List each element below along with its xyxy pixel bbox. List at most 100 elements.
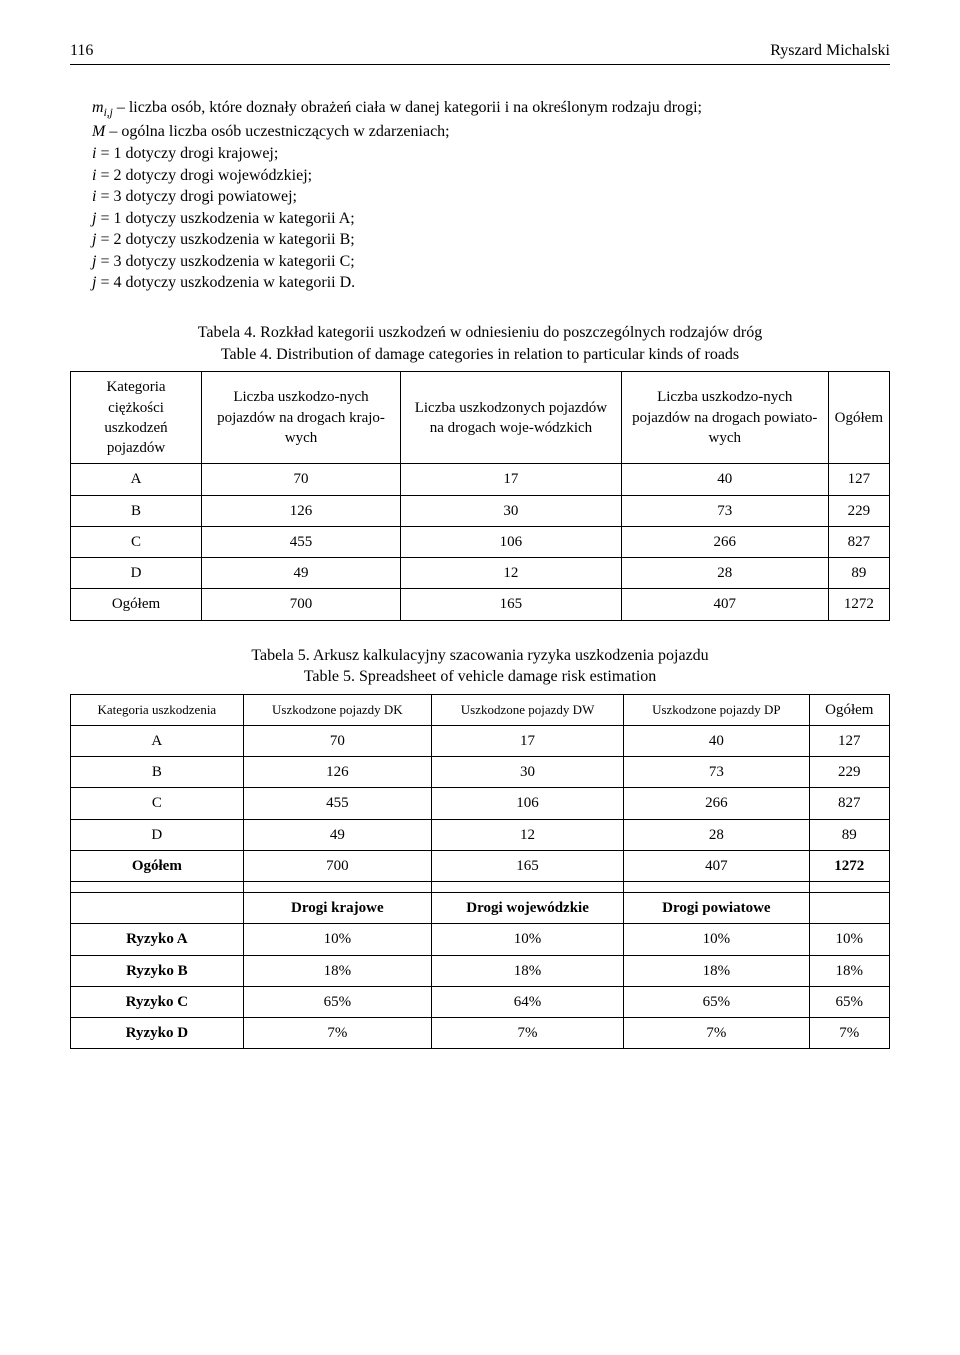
table-cell: 89 [809,819,889,850]
table-cell: A [71,464,202,495]
table-cell: 126 [202,495,401,526]
table-cell: Ogółem [71,589,202,620]
table-cell: 18% [432,955,624,986]
table-cell: 407 [621,589,828,620]
table-cell: 73 [624,757,809,788]
table-cell: 455 [202,526,401,557]
table-cell: 18% [243,955,431,986]
table-cell: 127 [809,725,889,756]
table5-h0: Kategoria uszkodzenia [71,694,244,725]
table-row: Drogi krajoweDrogi wojewódzkieDrogi powi… [71,893,890,924]
page-number: 116 [70,40,93,62]
table-cell: 12 [400,558,621,589]
table-cell: 266 [621,526,828,557]
table-cell: 28 [624,819,809,850]
table-cell: 17 [432,725,624,756]
table-cell [243,882,431,893]
table-row: A701740127 [71,725,890,756]
table-cell: 89 [828,558,889,589]
table-cell: 40 [624,725,809,756]
table-row: Ryzyko C65%64%65%65% [71,986,890,1017]
table-cell: Ryzyko D [71,1018,244,1049]
table5-caption-en: Table 5. Spreadsheet of vehicle damage r… [70,666,890,688]
table5-body: A701740127B1263073229C455106266827D49122… [71,725,890,1049]
table-cell: 10% [243,924,431,955]
table-cell: B [71,495,202,526]
table-cell: 65% [624,986,809,1017]
table-cell: 266 [624,788,809,819]
table-cell: 1272 [809,850,889,881]
table-cell: C [71,788,244,819]
table-row: Ryzyko A10%10%10%10% [71,924,890,955]
table-row: B1263073229 [71,757,890,788]
table-cell [432,882,624,893]
table-cell: 106 [400,526,621,557]
table-cell: D [71,558,202,589]
table-row: C455106266827 [71,526,890,557]
table-cell: 126 [243,757,431,788]
table-cell: 7% [243,1018,431,1049]
table-cell: 64% [432,986,624,1017]
table-cell: 106 [432,788,624,819]
table4-h2: Liczba uszkodzonych pojazdów na drogach … [400,372,621,464]
table-cell: 1272 [828,589,889,620]
table-cell: A [71,725,244,756]
table-row: D49122889 [71,819,890,850]
table-cell: 700 [202,589,401,620]
table-cell: Ryzyko A [71,924,244,955]
table-row: D49122889 [71,558,890,589]
def-j3: j = 3 dotyczy uszkodzenia w kategorii C; [92,251,890,273]
table-cell: 165 [432,850,624,881]
table-cell: 28 [621,558,828,589]
table4-caption-en: Table 4. Distribution of damage categori… [70,344,890,366]
table-cell: Ryzyko B [71,955,244,986]
table4: Kategoria ciężkości uszkodzeń pojazdów L… [70,371,890,620]
table-cell: 73 [621,495,828,526]
table5-h1: Uszkodzone pojazdy DK [243,694,431,725]
table-row: Ogółem7001654071272 [71,850,890,881]
table-cell [624,882,809,893]
def-j1: j = 1 dotyczy uszkodzenia w kategorii A; [92,208,890,230]
table4-h3: Liczba uszkodzo-nych pojazdów na drogach… [621,372,828,464]
table-cell: 70 [243,725,431,756]
table-cell: 407 [624,850,809,881]
table-cell [71,882,244,893]
table-cell: 127 [828,464,889,495]
table4-caption: Tabela 4. Rozkład kategorii uszkodzeń w … [70,322,890,365]
table-cell: 229 [828,495,889,526]
table4-h4: Ogółem [828,372,889,464]
table-row: A701740127 [71,464,890,495]
table5: Kategoria uszkodzenia Uszkodzone pojazdy… [70,694,890,1050]
table-cell: 65% [809,986,889,1017]
table-cell: Drogi krajowe [243,893,431,924]
table-cell: 700 [243,850,431,881]
table-cell: 49 [243,819,431,850]
table-cell: 10% [809,924,889,955]
table-row: Ryzyko B18%18%18%18% [71,955,890,986]
table5-header-row: Kategoria uszkodzenia Uszkodzone pojazdy… [71,694,890,725]
table5-caption: Tabela 5. Arkusz kalkulacyjny szacowania… [70,645,890,688]
table-cell: 30 [432,757,624,788]
table-row: B1263073229 [71,495,890,526]
table4-body: A701740127B1263073229C455106266827D49122… [71,464,890,620]
table-cell: 7% [432,1018,624,1049]
def-i2: i = 2 dotyczy drogi wojewódzkiej; [92,165,890,187]
table-cell: 165 [400,589,621,620]
def-i1: i = 1 dotyczy drogi krajowej; [92,143,890,165]
table-row [71,882,890,893]
table-cell: 827 [809,788,889,819]
table-row: Ogółem7001654071272 [71,589,890,620]
table-cell: 18% [624,955,809,986]
table-cell: 827 [828,526,889,557]
table4-h0: Kategoria ciężkości uszkodzeń pojazdów [71,372,202,464]
table-cell: 30 [400,495,621,526]
table-cell: 229 [809,757,889,788]
table-cell: C [71,526,202,557]
table-cell: 10% [432,924,624,955]
def-i3: i = 3 dotyczy drogi powiatowej; [92,186,890,208]
table-cell: 65% [243,986,431,1017]
table4-caption-pl: Tabela 4. Rozkład kategorii uszkodzeń w … [70,322,890,344]
definitions-block: mi,j – liczba osób, które doznały obraże… [92,97,890,294]
def-j2: j = 2 dotyczy uszkodzenia w kategorii B; [92,229,890,251]
table5-h2: Uszkodzone pojazdy DW [432,694,624,725]
